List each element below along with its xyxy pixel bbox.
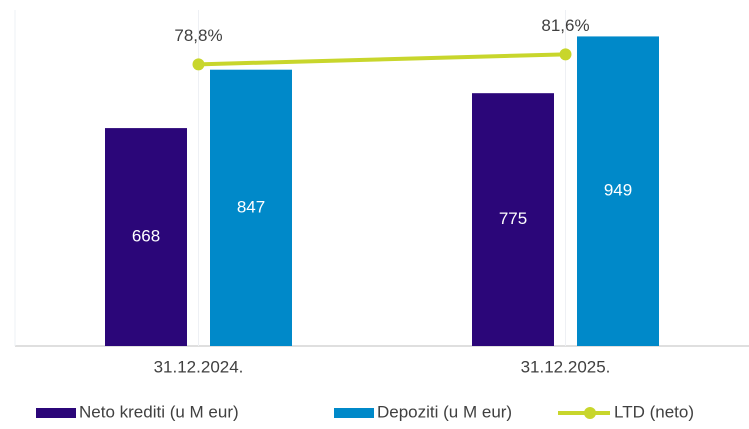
bar-value-label: 847 — [237, 197, 265, 216]
line — [198, 52, 566, 67]
bar-value-label: 668 — [132, 227, 160, 246]
line-value-label: 78,8% — [174, 26, 222, 45]
line-marker — [559, 48, 572, 61]
legend-label: Neto krediti (u M eur) — [79, 402, 239, 421]
legend-swatch-marker — [584, 407, 596, 419]
bar — [210, 69, 292, 347]
legend-swatch — [334, 408, 374, 418]
line-marker — [192, 58, 205, 71]
bar — [472, 93, 554, 346]
bar-value-label: 775 — [499, 209, 527, 228]
legend-label: Depoziti (u M eur) — [377, 402, 512, 421]
x-tick-label: 31.12.2025. — [521, 357, 611, 376]
line-value-label: 81,6% — [541, 16, 589, 35]
bar-value-label: 949 — [604, 181, 632, 200]
legend-label: LTD (neto) — [614, 402, 694, 421]
x-tick-label: 31.12.2024. — [154, 357, 244, 376]
bar — [105, 128, 187, 346]
legend-swatch — [36, 408, 76, 418]
bar — [577, 36, 659, 346]
